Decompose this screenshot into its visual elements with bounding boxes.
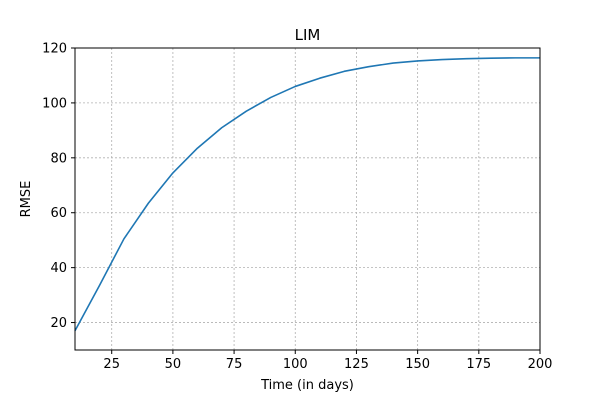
y-tick-label: 60	[50, 206, 67, 221]
y-tick-label: 120	[42, 42, 67, 57]
series-layer	[74, 57, 540, 332]
x-axis-label: Time (in days)	[260, 378, 354, 393]
x-tick-label: 100	[283, 357, 308, 372]
x-tick-label: 50	[165, 357, 182, 372]
grid	[75, 47, 541, 350]
x-tick-label: 75	[226, 357, 243, 372]
ticks: 25 50 75 100 125 150 175 200 20 40 60 80 100 120	[42, 42, 552, 373]
y-tick-label: 40	[50, 261, 67, 276]
x-tick-label: 25	[103, 357, 120, 372]
y-axis-label: RMSE	[19, 181, 34, 218]
x-tick-label: 175	[466, 357, 491, 372]
x-tick-label: 200	[528, 357, 553, 372]
x-tick-label: 150	[405, 357, 430, 372]
x-tick-label: 125	[344, 357, 369, 372]
series-line-rmse	[74, 57, 540, 332]
y-tick-label: 20	[50, 316, 67, 331]
y-tick-label: 100	[42, 96, 67, 111]
chart-title: LIM	[295, 26, 321, 44]
y-tick-label: 80	[50, 151, 67, 166]
plot-frame	[74, 47, 541, 351]
